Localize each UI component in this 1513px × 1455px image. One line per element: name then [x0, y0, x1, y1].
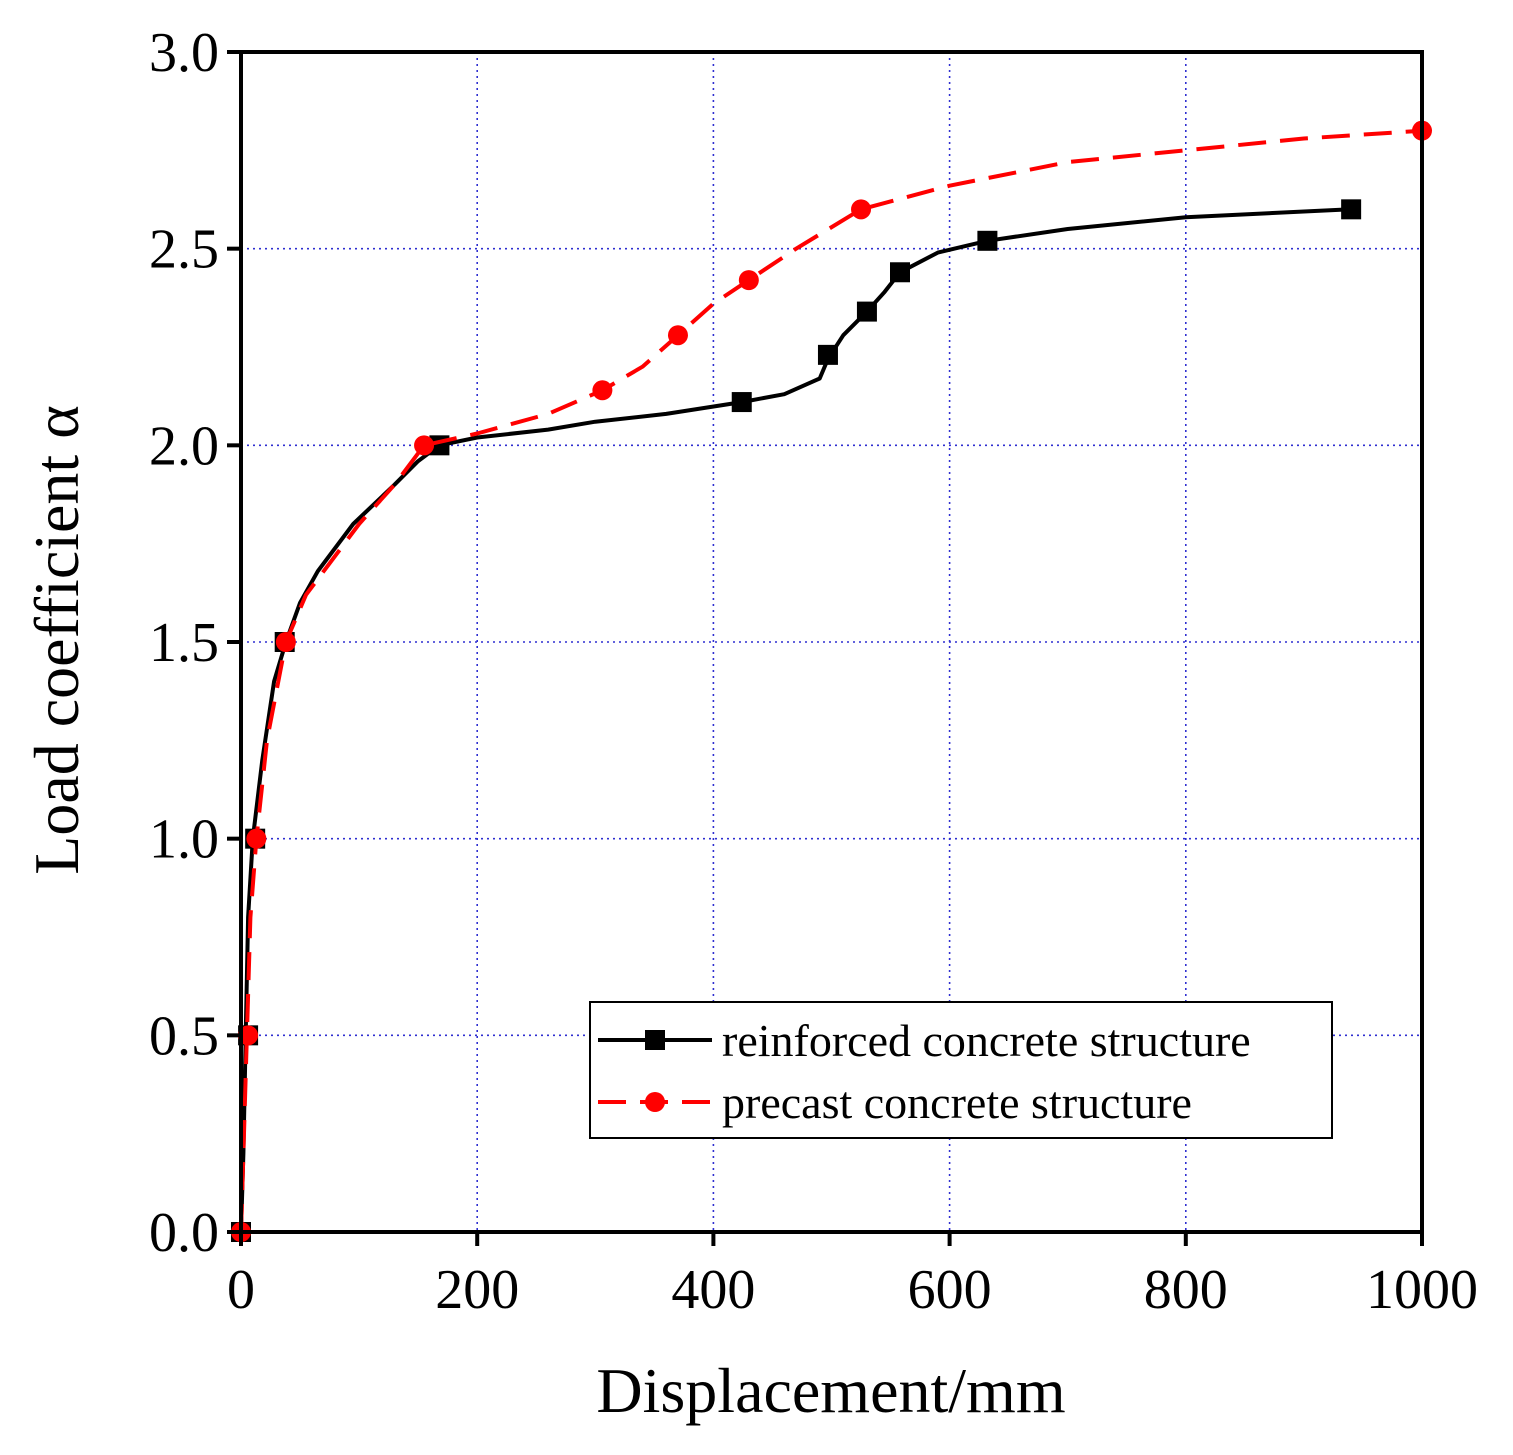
x-tick-label: 400 — [671, 1259, 755, 1321]
data-point — [731, 392, 752, 413]
x-axis-label: Displacement/mm — [596, 1355, 1065, 1426]
y-tick-label: 1.5 — [149, 612, 219, 674]
x-tick-label: 0 — [227, 1259, 255, 1321]
legend: reinforced concrete structure precast co… — [589, 1001, 1333, 1139]
data-point — [246, 828, 267, 849]
legend-label-precast: precast concrete structure — [722, 1077, 1192, 1128]
data-point — [856, 301, 877, 322]
plot-series — [231, 120, 1432, 1242]
data-point — [889, 262, 910, 283]
axis-ticks: 0 200 400 600 800 1000 0.0 0.5 1.0 1.5 2.0 2.5 3.0 — [149, 22, 1478, 1321]
series-precast — [231, 120, 1432, 1242]
y-tick-label: 0.5 — [149, 1005, 219, 1067]
data-point — [275, 632, 296, 652]
legend-marker-reinforced — [645, 1030, 665, 1050]
data-point — [738, 270, 759, 291]
data-point — [238, 1025, 259, 1046]
y-tick-label: 0.0 — [149, 1202, 219, 1264]
x-tick-label: 800 — [1144, 1259, 1228, 1321]
data-point — [667, 325, 688, 346]
data-point — [414, 435, 435, 456]
data-point — [977, 230, 998, 251]
legend-marker-precast — [645, 1092, 665, 1112]
y-tick-label: 1.0 — [149, 809, 219, 871]
y-axis-label: Load coefficient α — [21, 405, 92, 874]
y-tick-label: 2.5 — [149, 219, 219, 281]
y-tick-label: 2.0 — [149, 415, 219, 477]
legend-box — [589, 1001, 1333, 1139]
data-point — [817, 344, 838, 365]
legend-label-reinforced: reinforced concrete structure — [722, 1015, 1251, 1066]
data-point — [592, 380, 613, 401]
y-tick-label: 3.0 — [149, 22, 219, 84]
x-tick-label: 600 — [908, 1259, 992, 1321]
x-tick-label: 200 — [435, 1259, 519, 1321]
x-tick-label: 1000 — [1366, 1259, 1478, 1321]
data-point — [1341, 199, 1362, 220]
data-point — [851, 199, 872, 220]
